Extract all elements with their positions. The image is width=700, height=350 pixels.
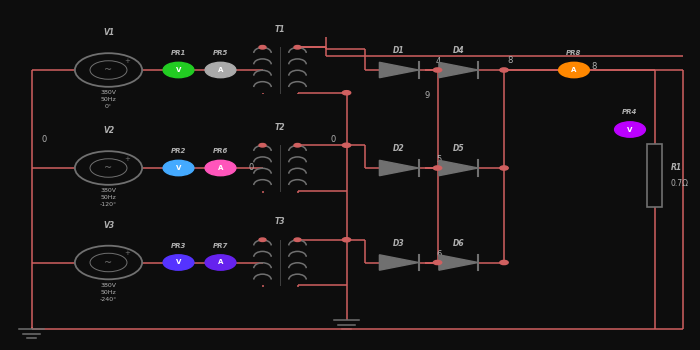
Text: +: + bbox=[124, 250, 130, 256]
Text: +: + bbox=[124, 156, 130, 162]
Text: V: V bbox=[627, 126, 633, 133]
Circle shape bbox=[615, 122, 645, 137]
Text: PR6: PR6 bbox=[213, 148, 228, 154]
Text: D5: D5 bbox=[453, 144, 464, 153]
Text: 0: 0 bbox=[330, 134, 336, 144]
Polygon shape bbox=[439, 255, 478, 270]
Text: A: A bbox=[218, 67, 223, 73]
Text: A: A bbox=[218, 165, 223, 171]
Text: 380V: 380V bbox=[101, 283, 116, 288]
Circle shape bbox=[559, 62, 589, 78]
Text: 4: 4 bbox=[436, 57, 442, 66]
Text: 0.7Ω: 0.7Ω bbox=[671, 179, 689, 188]
Text: V2: V2 bbox=[103, 126, 114, 135]
Text: 0: 0 bbox=[42, 135, 48, 145]
Circle shape bbox=[205, 160, 236, 176]
Text: 1: 1 bbox=[206, 65, 212, 75]
Text: 8: 8 bbox=[508, 56, 513, 65]
Text: -120°: -120° bbox=[100, 202, 117, 207]
Text: V: V bbox=[176, 259, 181, 266]
Circle shape bbox=[433, 260, 442, 265]
Circle shape bbox=[205, 255, 236, 270]
Text: T2: T2 bbox=[274, 123, 286, 132]
Text: D1: D1 bbox=[393, 46, 405, 55]
Text: PR4: PR4 bbox=[622, 110, 638, 116]
Circle shape bbox=[259, 46, 266, 49]
Text: D6: D6 bbox=[453, 239, 464, 248]
Text: R1: R1 bbox=[671, 163, 682, 173]
Text: 0°: 0° bbox=[105, 104, 112, 109]
Text: 9: 9 bbox=[424, 91, 430, 100]
Text: PR8: PR8 bbox=[566, 50, 582, 56]
Circle shape bbox=[433, 68, 442, 72]
Text: V3: V3 bbox=[103, 221, 114, 230]
Circle shape bbox=[163, 255, 194, 270]
Text: PR5: PR5 bbox=[213, 50, 228, 56]
Text: 8: 8 bbox=[592, 62, 597, 71]
Text: +: + bbox=[124, 58, 130, 64]
Text: 380V: 380V bbox=[101, 188, 116, 193]
Text: D3: D3 bbox=[393, 239, 405, 248]
Circle shape bbox=[163, 160, 194, 176]
Text: D4: D4 bbox=[453, 46, 464, 55]
Polygon shape bbox=[379, 62, 419, 78]
Text: ~: ~ bbox=[104, 163, 113, 173]
Text: A: A bbox=[218, 259, 223, 266]
Text: V1: V1 bbox=[103, 28, 114, 37]
Circle shape bbox=[205, 62, 236, 78]
Text: PR3: PR3 bbox=[171, 243, 186, 248]
Polygon shape bbox=[439, 160, 478, 176]
Bar bbox=[647, 144, 662, 206]
Text: 0: 0 bbox=[248, 163, 254, 173]
Text: T1: T1 bbox=[274, 25, 286, 34]
Circle shape bbox=[500, 68, 508, 72]
Text: -240°: -240° bbox=[100, 297, 117, 302]
Circle shape bbox=[294, 46, 301, 49]
Text: V: V bbox=[176, 165, 181, 171]
Text: 380V: 380V bbox=[101, 90, 116, 95]
Text: A: A bbox=[571, 67, 577, 73]
Circle shape bbox=[294, 238, 301, 242]
Circle shape bbox=[259, 144, 266, 147]
Circle shape bbox=[342, 143, 351, 147]
Circle shape bbox=[294, 144, 301, 147]
Polygon shape bbox=[379, 160, 419, 176]
Text: 6: 6 bbox=[436, 250, 442, 259]
Polygon shape bbox=[439, 62, 478, 78]
Text: T3: T3 bbox=[274, 217, 286, 226]
Circle shape bbox=[259, 238, 266, 242]
Text: 50Hz: 50Hz bbox=[101, 290, 116, 295]
Text: PR1: PR1 bbox=[171, 50, 186, 56]
Text: PR7: PR7 bbox=[213, 243, 228, 248]
Text: 50Hz: 50Hz bbox=[101, 97, 116, 102]
Text: 3: 3 bbox=[206, 258, 212, 267]
Circle shape bbox=[433, 166, 442, 170]
Circle shape bbox=[500, 260, 508, 265]
Circle shape bbox=[163, 62, 194, 78]
Text: PR2: PR2 bbox=[171, 148, 186, 154]
Circle shape bbox=[342, 91, 351, 95]
Text: ~: ~ bbox=[104, 258, 113, 267]
Text: V: V bbox=[176, 67, 181, 73]
Text: ~: ~ bbox=[104, 65, 113, 75]
Text: D2: D2 bbox=[393, 144, 405, 153]
Circle shape bbox=[500, 166, 508, 170]
Text: 50Hz: 50Hz bbox=[101, 195, 116, 200]
Text: 2: 2 bbox=[206, 163, 212, 173]
Circle shape bbox=[342, 238, 351, 242]
Polygon shape bbox=[379, 255, 419, 270]
Text: 5: 5 bbox=[436, 155, 442, 164]
